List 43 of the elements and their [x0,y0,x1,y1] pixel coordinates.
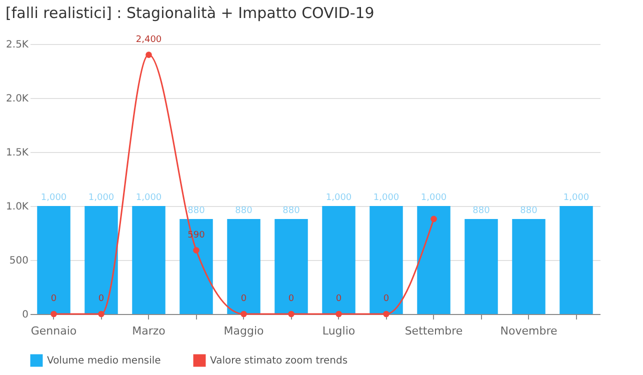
data-label: 0 [240,294,247,304]
data-label: 1,000 [563,193,590,203]
x-tick-label: Luglio [322,324,356,338]
legend-label: Volume medio mensile [47,356,161,367]
x-tick-label: Marzo [132,324,166,338]
data-label: 880 [520,206,538,216]
data-label: 0 [98,294,104,304]
x-tick-label: Gennaio [30,324,77,338]
y-tick-label: 2.0K [6,94,29,104]
x-tick-label: Settembre [404,324,463,338]
data-label: 0 [383,294,390,304]
data-label: 1,000 [420,193,447,203]
x-tick-label: Maggio [224,324,264,338]
data-label: 880 [235,206,253,216]
data-label: 1,000 [40,193,67,203]
data-label: 0 [288,294,294,304]
data-label: 880 [472,206,490,216]
y-tick-label: 1.0K [6,202,29,212]
data-label: 2,400 [136,34,162,45]
data-label: 1,000 [88,193,114,203]
x-tick-label: Novembre [500,324,558,338]
point [288,310,294,318]
y-tick-label: 2.5K [6,40,29,50]
chart-title: [falli realistici] : Stagionalità + Impatto COVID-19 [6,4,374,22]
point [98,310,104,318]
point [146,52,152,58]
data-label: 1,000 [373,193,400,203]
point [50,310,57,318]
data-label: 0 [336,294,342,304]
point [240,310,247,318]
data-label: 1,000 [136,193,162,203]
point [383,310,390,318]
y-tick-label: 500 [9,256,28,266]
point [193,247,200,254]
point [430,216,437,222]
legend-label: Valore stimato zoom trends [210,356,348,367]
data-label: 880 [282,206,300,216]
data-label: 1,000 [326,193,352,203]
data-label: 880 [188,206,206,216]
y-tick-label: 1.5K [6,148,29,158]
point [336,310,342,318]
y-tick-label: 0 [22,310,28,320]
data-label: 0 [50,294,57,304]
